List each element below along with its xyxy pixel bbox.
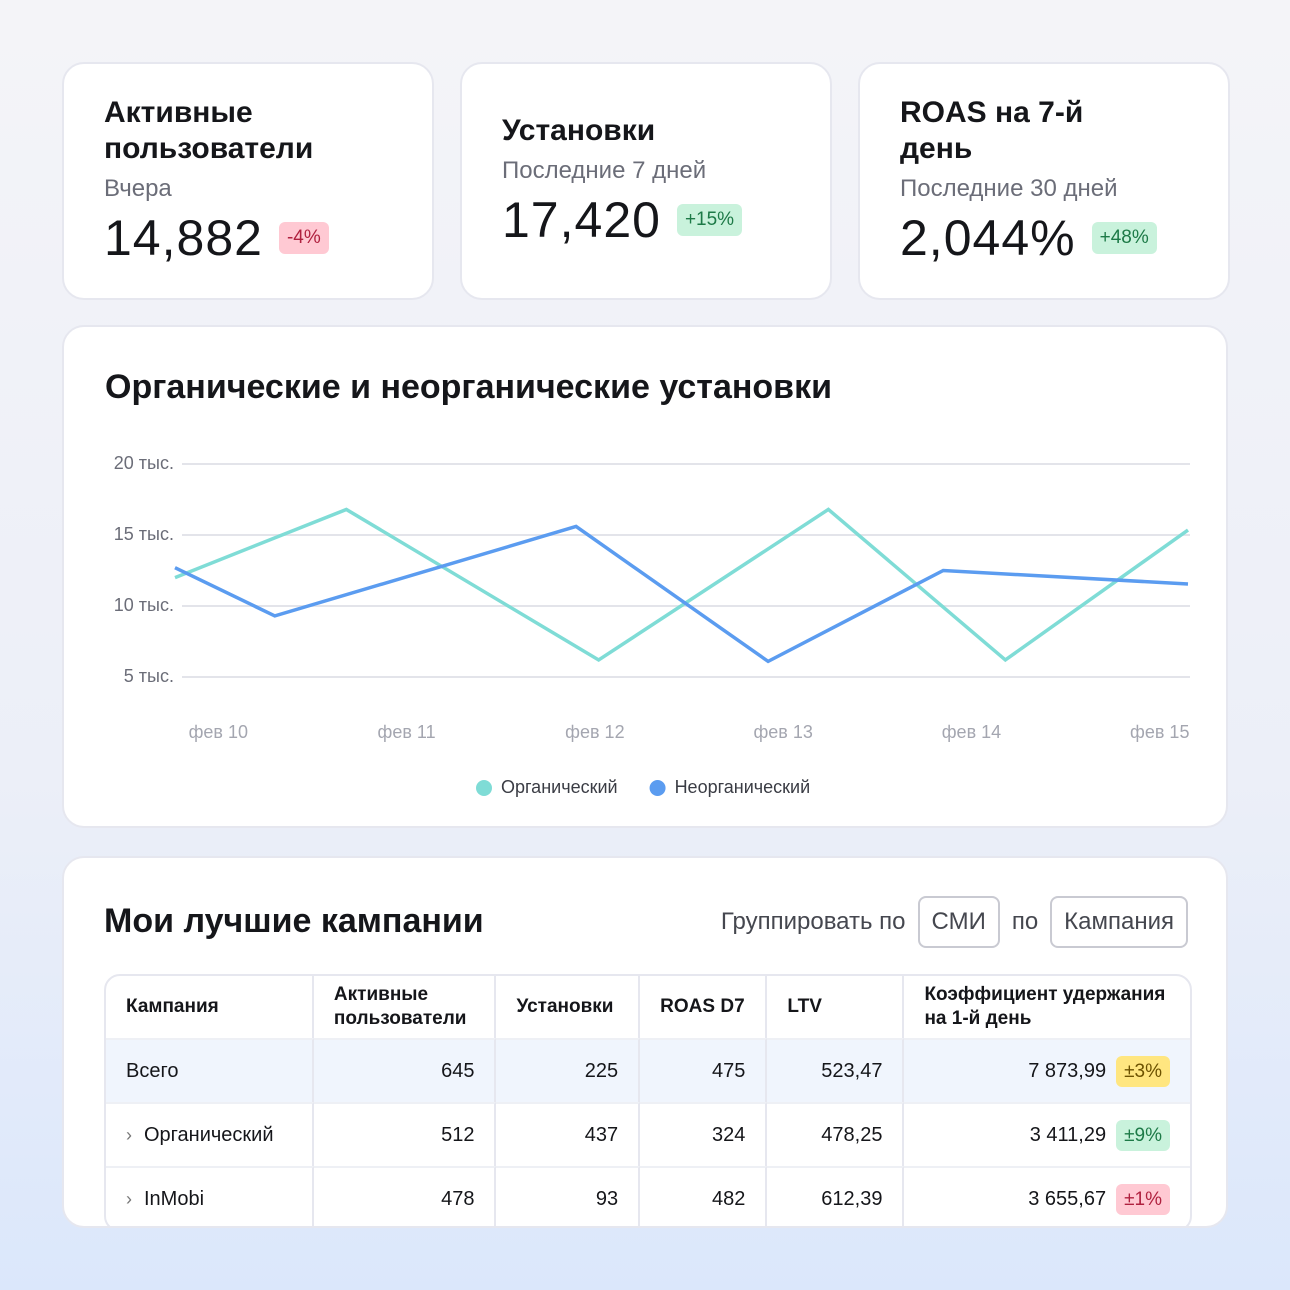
- kpi-value-row: 2,044% +48%: [900, 209, 1188, 267]
- x-tick-label: фев 11: [378, 722, 436, 742]
- series-line: [174, 524, 1189, 664]
- group-select[interactable]: Кампания: [1050, 896, 1188, 948]
- chart-title: Органические и неорганические установки: [105, 368, 832, 406]
- campaign-table: Кампания Активные пользователи Установки RO…: [104, 974, 1192, 1226]
- column-header: Кампания: [106, 976, 314, 1038]
- kpi-subtitle: Последние 7 дней: [502, 157, 707, 184]
- cell-text: 437: [584, 1123, 619, 1146]
- legend-label: Органический: [501, 777, 618, 797]
- cell-text: 324: [712, 1123, 746, 1146]
- table-cell: 512: [313, 1102, 497, 1166]
- retention-badge: ±3%: [1116, 1055, 1170, 1087]
- column-header: Активные пользователи: [314, 976, 497, 1038]
- cell-text: 512: [441, 1123, 475, 1146]
- table-cell: 3 411,29 ±9%: [904, 1102, 1190, 1166]
- chart: Органические и неорганические установки …: [105, 368, 1190, 797]
- table-cell: 225: [496, 1038, 641, 1102]
- cell-text: 475: [712, 1059, 746, 1082]
- cell-text: 225: [584, 1059, 619, 1082]
- group-joiner: по: [1011, 908, 1039, 935]
- x-tick-label: фев 12: [565, 722, 624, 742]
- cell-text: 612,39: [821, 1187, 883, 1210]
- cell-text: InMobi: [144, 1187, 205, 1210]
- kpi-value-row: 14,882 -4%: [104, 209, 392, 267]
- table-cell: 437: [496, 1102, 641, 1166]
- group-controls: Группировать по СМИ по Кампания: [721, 896, 1188, 948]
- retention-badge: ±9%: [1116, 1119, 1170, 1151]
- kpi-title: Установки: [502, 114, 656, 147]
- table-cell: 93: [496, 1166, 641, 1226]
- x-tick-label: фев 13: [753, 722, 812, 742]
- kpi-value: 17,420: [502, 192, 661, 248]
- y-tick-label: 5 тыс.: [124, 666, 174, 686]
- chart-card: Органические и неорганические установки …: [62, 325, 1228, 828]
- cell-text: 478: [441, 1187, 475, 1210]
- x-tick-label: фев 15: [1130, 722, 1189, 742]
- series-line: [174, 507, 1190, 663]
- kpi-delta: -4%: [278, 222, 329, 254]
- table-row: › InMobi 478 93 482 612,39 3 655,67 ±1%: [106, 1166, 1190, 1226]
- column-header: Установки: [496, 976, 641, 1038]
- column-header: ROAS D7: [640, 976, 768, 1038]
- column-header: Коэффициент удержания на 1-й день: [924, 984, 1166, 1029]
- cell-text: 3 655,67: [1028, 1187, 1107, 1210]
- table-cell: 645: [313, 1038, 497, 1102]
- cell-text: 482: [712, 1187, 746, 1210]
- kpi-subtitle: Вчера: [104, 175, 172, 202]
- table-title: Мои лучшие кампании: [104, 902, 484, 940]
- table-cell: 475: [640, 1038, 768, 1102]
- kpi-subtitle: Последние 30 дней: [900, 175, 1118, 202]
- cell-text: 7 873,99: [1028, 1059, 1107, 1082]
- expand-icon[interactable]: ›: [126, 1124, 132, 1145]
- kpi-value: 2,044%: [900, 210, 1076, 266]
- table-cell: 523,47: [767, 1038, 905, 1102]
- x-tick-label: фев 14: [942, 722, 1001, 742]
- table-cell: 324: [640, 1102, 768, 1166]
- table-cell: 7 873,99 ±3%: [904, 1038, 1190, 1102]
- column-header: LTV: [767, 976, 905, 1038]
- y-tick-label: 15 тыс.: [114, 524, 174, 544]
- y-tick-label: 20 тыс.: [114, 453, 174, 473]
- table-cell: › Органический: [106, 1102, 314, 1166]
- legend-dot: [649, 780, 666, 796]
- legend-dot: [476, 780, 492, 796]
- table-cell: 482: [640, 1166, 768, 1226]
- table-cell: 478,25: [767, 1102, 905, 1166]
- cell-text: Всего: [126, 1059, 179, 1082]
- cell-text: Органический: [144, 1123, 274, 1146]
- cell-text: 3 411,29: [1029, 1123, 1107, 1146]
- group-label: Группировать по: [720, 908, 906, 935]
- table-cell: 3 655,67 ±1%: [904, 1166, 1190, 1226]
- cell-text: 645: [441, 1059, 475, 1082]
- kpi-value-row: 17,420 +15%: [502, 191, 790, 249]
- table-cell: › InMobi: [106, 1166, 314, 1226]
- table-cell: 612,39: [767, 1166, 905, 1226]
- table-cell: 478: [313, 1166, 497, 1226]
- kpi-value: 14,882: [104, 210, 263, 266]
- kpi-delta: +15%: [676, 204, 743, 236]
- kpi-card: Установки Последние 7 дней 17,420 +15%: [460, 62, 832, 300]
- expand-icon[interactable]: ›: [126, 1188, 132, 1209]
- kpi-delta: +48%: [1091, 222, 1157, 254]
- y-tick-label: 10 тыс.: [114, 595, 174, 615]
- table-row: › Органический 512 437 324 478,25 3 411,29 ±9%: [106, 1102, 1190, 1166]
- table-row: Всего 645 225 475 523,47 7 873,99 ±3%: [106, 1038, 1190, 1102]
- table-card: Мои лучшие кампании Группировать по СМИ …: [62, 856, 1228, 1228]
- cell-text: 478,25: [821, 1123, 883, 1146]
- table-cell: Всего: [106, 1038, 314, 1102]
- group-select[interactable]: СМИ: [917, 896, 1000, 948]
- kpi-card: Активные пользователи Вчера 14,882 -4%: [62, 62, 434, 300]
- cell-text: 93: [595, 1187, 619, 1210]
- legend-label: Неорганический: [675, 777, 811, 797]
- kpi-card: ROAS на 7-й день Последние 30 дней 2,044% +…: [858, 62, 1230, 300]
- kpi-title: Активные пользователи: [104, 96, 314, 165]
- cell-text: 523,47: [821, 1059, 883, 1082]
- kpi-title: ROAS на 7-й день: [900, 96, 1084, 165]
- retention-badge: ±1%: [1116, 1183, 1170, 1215]
- x-tick-label: фев 10: [189, 722, 248, 742]
